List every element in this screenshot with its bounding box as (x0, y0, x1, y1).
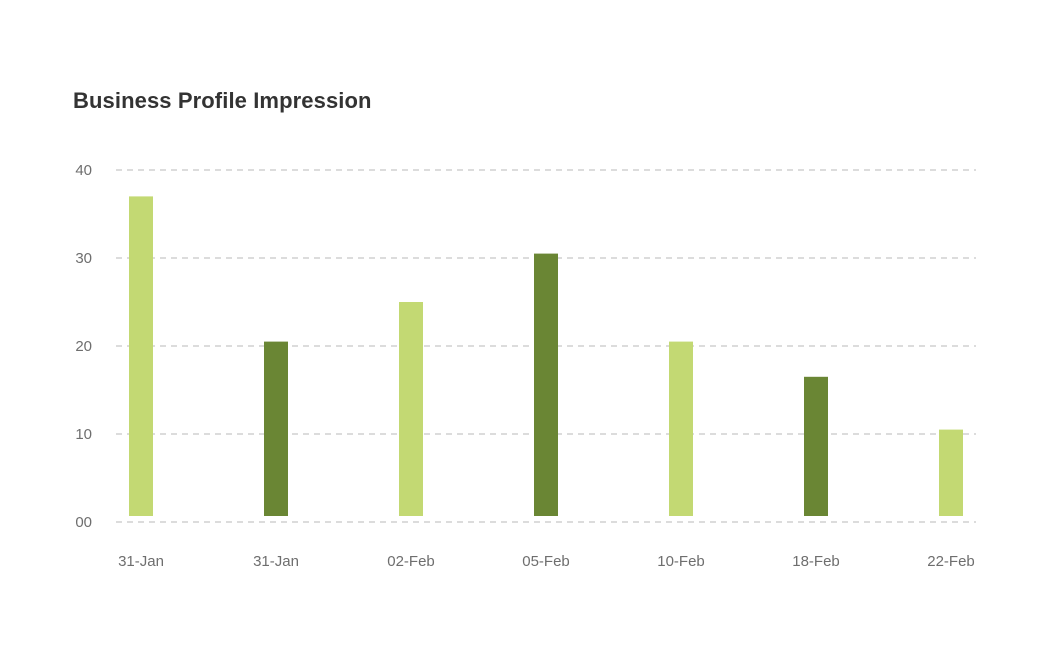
bar-3 (399, 302, 423, 516)
bar-4 (534, 253, 558, 516)
bar-2 (264, 341, 288, 516)
bar-7 (939, 429, 963, 516)
x-axis-tick-labels: 31-Jan 31-Jan 02-Feb 05-Feb 10-Feb 18-Feb 22-F… (118, 553, 975, 570)
x-tick-label: 31-Jan (118, 553, 164, 570)
x-tick-label: 10-Feb (657, 553, 705, 570)
y-tick-label: 30 (75, 250, 92, 267)
y-axis-tick-labels: 00 10 20 30 40 (75, 162, 92, 531)
y-tick-label: 00 (75, 514, 92, 531)
x-tick-label: 31-Jan (253, 553, 299, 570)
x-tick-label: 05-Feb (522, 553, 570, 570)
bar-6 (804, 376, 828, 516)
bar-1 (129, 196, 153, 516)
x-tick-label: 22-Feb (927, 553, 975, 570)
chart-title: Business Profile Impression (73, 88, 372, 113)
y-tick-label: 10 (75, 426, 92, 443)
x-tick-label: 18-Feb (792, 553, 840, 570)
bar-5 (669, 341, 693, 516)
y-tick-label: 20 (75, 338, 92, 355)
bars (129, 196, 963, 516)
x-tick-label: 02-Feb (387, 553, 435, 570)
y-tick-label: 40 (75, 162, 92, 179)
